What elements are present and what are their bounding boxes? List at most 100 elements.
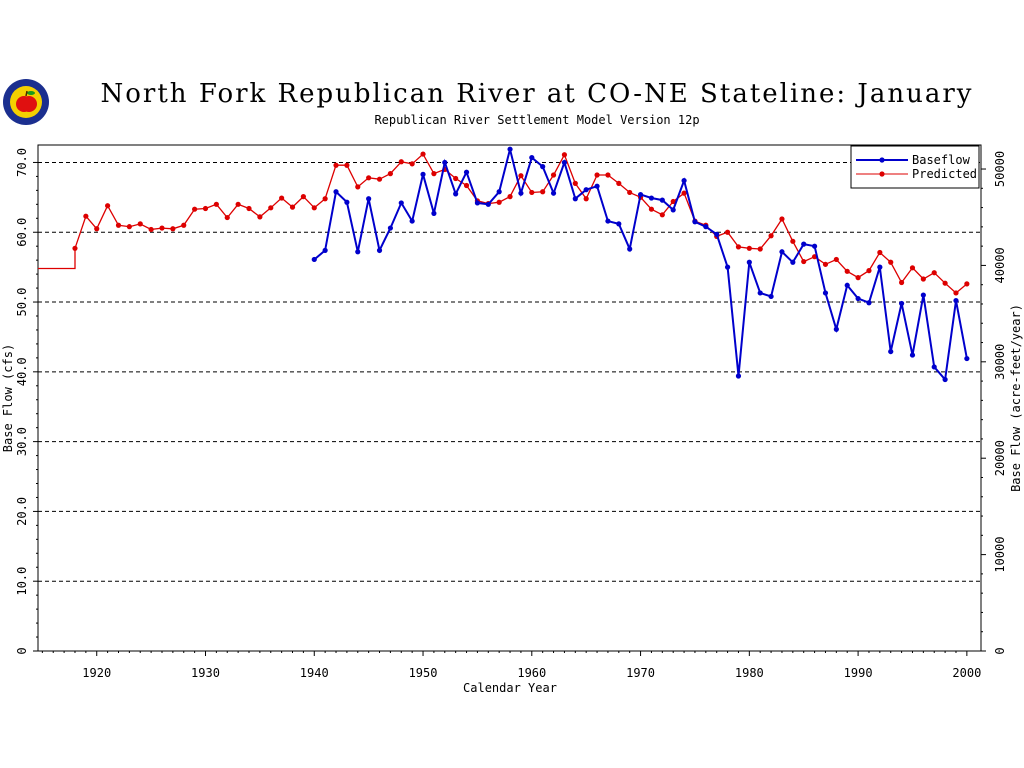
predicted-point [801,258,807,265]
legend-predicted-marker [879,171,885,177]
predicted-point [463,182,470,189]
baseflow-point [605,218,611,224]
predicted-point [224,214,230,221]
predicted-point [931,270,937,276]
plot-area [37,144,982,652]
predicted-point [779,216,785,222]
predicted-point [540,189,546,195]
baseflow-point [833,326,839,332]
predicted-point [550,172,557,178]
predicted-point [453,175,459,182]
predicted-point [616,180,622,186]
gridlines [38,161,981,582]
baseflow-point [583,187,589,193]
baseflow-point [409,218,415,224]
x-tick-label: 1970 [626,666,655,680]
chart-title: North Fork Republican River at CO-NE Sta… [101,79,974,109]
baseflow-point [322,247,328,253]
baseflow-point [790,259,796,265]
predicted-point [311,205,317,211]
predicted-point [670,198,676,205]
baseflow-point [474,200,481,206]
baseflow-point [333,189,339,195]
baseflow-point [909,352,916,358]
predicted-point [83,213,89,219]
predicted-point [724,229,731,235]
predicted-point [137,221,143,227]
y2-tick-label: 0 [993,647,1007,654]
x-tick-label: 1960 [517,666,546,680]
y2-axis-label: Base Flow (acre-feet/year) [1009,304,1023,492]
baseflow-point [366,196,372,202]
baseflow-point [877,264,883,270]
predicted-point [126,224,132,230]
baseflow-point [561,159,568,166]
legend-box [850,145,980,189]
baseflow-point [801,241,807,247]
legend-predicted-label: Predicted [912,167,977,181]
predicted-point [648,206,655,212]
predicted-point [768,233,774,239]
baseflow-point [420,171,426,177]
baseflow-point [920,292,926,298]
x-tick-label: 1940 [300,666,329,680]
y2-axis-ticks: 0 10000 20000 30000 40000 50000 [981,151,1007,655]
x-tick-label: 1930 [191,666,220,680]
predicted-point [279,195,285,201]
baseflow-point [463,169,470,175]
predicted-point [572,180,578,186]
logo-apple-lobe [21,96,37,112]
predicted-point [181,222,187,228]
baseflow-point [964,355,970,362]
predicted-point [529,189,535,196]
baseflow-point [811,243,818,249]
predicted-point [192,206,198,212]
y2-tick-label: 10000 [993,537,1007,573]
x-tick-label: 2000 [952,666,981,680]
baseflow-point [681,177,687,184]
predicted-point [213,201,219,207]
baseflow-point [779,249,785,255]
baseflow-point [594,183,600,189]
baseflow-point [659,197,665,203]
baseflow-point [311,256,317,263]
x-tick-label: 1990 [844,666,873,680]
predicted-point [833,256,839,263]
baseflow-point [888,348,894,355]
predicted-point [518,173,524,179]
logo-stem [25,90,28,97]
y-tick-label: 30.0 [15,427,29,456]
predicted-point [757,246,763,252]
predicted-point [170,226,176,232]
predicted-point [344,162,350,168]
baseflow-point [496,189,502,195]
baseflow-point [768,293,774,300]
predicted-point [398,159,404,165]
predicted-point [844,268,850,274]
y-axis-label: Base Flow (cfs) [1,344,15,452]
predicted-point [409,161,415,167]
predicted-point [355,184,361,190]
predicted-point [420,151,426,157]
predicted-point [583,196,589,202]
legend-baseflow-marker [879,157,885,163]
baseflow-point [398,200,404,206]
predicted-point [289,204,296,210]
legend: Baseflow Predicted [850,145,980,189]
baseflow-point [899,300,905,307]
predicted-point [496,199,502,205]
predicted-point [659,212,665,218]
predicted-point [148,226,154,233]
baseflow-point [453,191,459,197]
y2-tick-label: 40000 [993,247,1007,283]
baseflow-point [735,373,742,379]
x-axis-ticks: 1920 1930 1940 1950 1960 1970 1980 1990 2000 [41,651,981,680]
baseflow-point [866,300,872,306]
baseflow-point [550,190,557,196]
baseflow-point [637,191,644,198]
predicted-point [594,172,600,178]
x-tick-label: 1980 [735,666,764,680]
baseflow-point [431,210,437,216]
baseflow-point [746,259,752,265]
